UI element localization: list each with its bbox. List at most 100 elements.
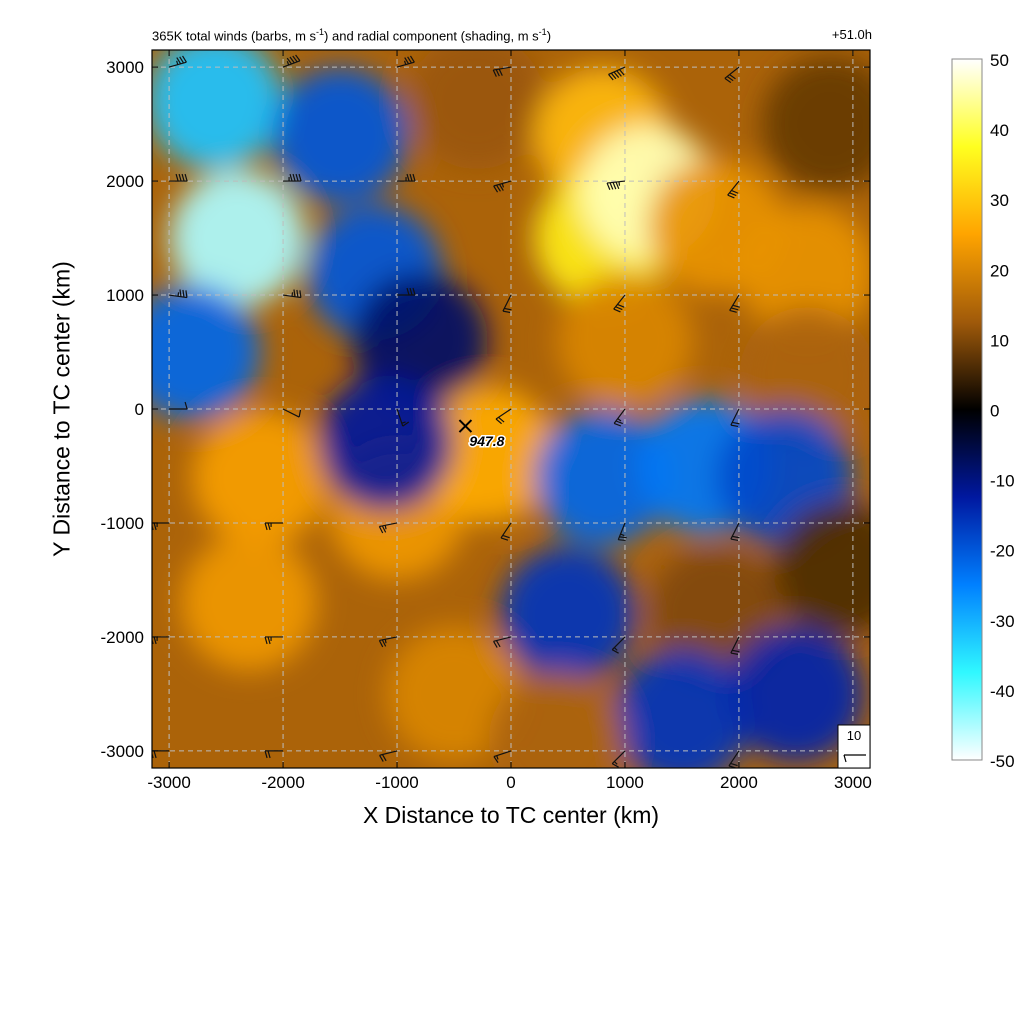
wind-barb <box>396 55 415 68</box>
barb-feather <box>378 526 384 534</box>
y-tick-label: 1000 <box>106 286 144 305</box>
colorbar-tick-label: 0 <box>990 402 999 421</box>
barb-half-feather <box>384 639 387 644</box>
barb-half-feather <box>401 421 406 424</box>
barb-feather <box>406 287 410 296</box>
wind-barb <box>169 289 188 299</box>
wind-barb <box>397 173 416 182</box>
barb-feather <box>176 57 182 65</box>
barb-feather <box>732 421 740 425</box>
y-tick-label: -3000 <box>101 742 144 761</box>
barb-feather <box>409 287 413 296</box>
barb-feather <box>726 75 734 82</box>
wind-barb <box>282 289 302 299</box>
barb-feather <box>729 309 737 313</box>
forecast-time-label: +51.0h <box>831 27 872 42</box>
barb-feather <box>175 173 179 182</box>
center-pressure-label: 947.8 <box>469 433 504 449</box>
barb-feather <box>732 535 740 539</box>
barb-half-feather <box>286 61 290 66</box>
barb-feather <box>153 522 157 531</box>
colorbar-tick-label: -10 <box>990 472 1015 491</box>
barb-feather <box>493 185 499 193</box>
barb-feather <box>730 424 739 428</box>
barb-half-feather <box>617 418 622 422</box>
barb-feather <box>407 56 412 64</box>
x-tick-label: -3000 <box>147 773 190 792</box>
x-tick-label: -1000 <box>375 773 418 792</box>
colorbar-tick-label: -30 <box>990 612 1015 631</box>
barb-feather <box>731 307 739 311</box>
reference-barb-glyph <box>843 754 866 763</box>
barb-feather <box>612 182 617 190</box>
barb-staff <box>282 408 300 418</box>
barb-staff <box>730 636 740 654</box>
y-tick-label: 2000 <box>106 172 144 191</box>
wind-barb <box>495 408 512 425</box>
barb-feather <box>843 754 847 763</box>
barb-feather <box>178 173 182 182</box>
wind-barb <box>606 180 626 191</box>
wind-barb <box>500 522 512 541</box>
colorbar-ramp <box>951 58 983 761</box>
barb-feather <box>181 173 185 182</box>
barb-half-feather <box>501 183 505 188</box>
barb-feather <box>617 303 625 308</box>
colorbar-tick-label: 10 <box>990 331 1009 350</box>
barb-feather <box>616 70 622 77</box>
wind-barb <box>613 408 626 427</box>
field-sample <box>152 50 283 170</box>
wind-barb <box>169 401 188 410</box>
field-sample <box>499 546 636 683</box>
x-tick-label: 2000 <box>720 773 758 792</box>
field-sample <box>180 534 317 671</box>
barb-feather <box>289 56 295 64</box>
barb-feather <box>185 290 188 298</box>
wind-barb <box>617 522 627 542</box>
barb-feather <box>724 77 732 84</box>
barb-feather <box>298 409 302 418</box>
barb-feather <box>500 537 509 541</box>
barb-feather <box>381 525 387 533</box>
radial-wind-shading <box>152 50 870 768</box>
y-tick-label: -1000 <box>101 514 144 533</box>
wind-barb <box>502 294 512 314</box>
barb-feather <box>295 54 301 62</box>
barb-feather <box>267 750 271 759</box>
barb-feather <box>292 55 298 63</box>
barb-feather <box>502 310 511 314</box>
barb-half-feather <box>177 292 180 297</box>
barb-feather <box>296 289 299 298</box>
barb-feather <box>495 640 501 648</box>
barb-staff <box>396 408 404 427</box>
barb-staff <box>500 522 512 539</box>
y-tick-label: 0 <box>135 400 144 419</box>
barb-feather <box>379 754 384 762</box>
barb-feather <box>182 289 185 298</box>
barb-half-feather <box>496 755 499 760</box>
barb-feather <box>619 69 625 76</box>
wind-barb <box>608 66 626 81</box>
x-tick-label: 1000 <box>606 773 644 792</box>
x-axis-label: X Distance to TC center (km) <box>362 802 660 828</box>
wind-barb <box>493 636 512 648</box>
y-axis-label: Y Distance to TC center (km) <box>48 261 75 557</box>
wind-barb <box>724 66 740 84</box>
field-sample <box>739 204 870 341</box>
barb-feather <box>381 754 387 762</box>
field-sample <box>773 500 870 637</box>
tc-center-marker: 947.8 <box>458 419 506 451</box>
center-cross-b <box>458 419 473 433</box>
barb-feather <box>153 636 157 645</box>
wind-barb <box>493 750 512 763</box>
field-sample <box>534 409 671 546</box>
field-sample <box>317 375 454 512</box>
colorbar-tick-label: -50 <box>990 752 1015 771</box>
field-sample <box>272 67 409 204</box>
wind-barb <box>493 180 512 193</box>
barb-staff <box>730 522 740 540</box>
barb-feather <box>613 308 621 313</box>
barb-feather <box>267 636 271 645</box>
wind-barb <box>730 408 740 428</box>
